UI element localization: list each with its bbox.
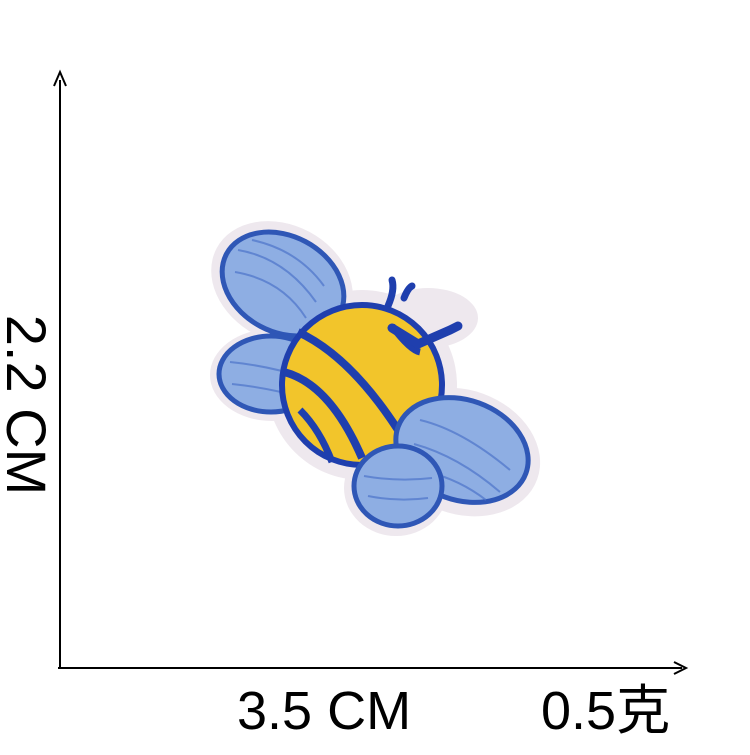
width-label: 3.5 CM	[237, 681, 412, 741]
bottom-wing	[351, 443, 445, 529]
height-axis	[53, 69, 67, 668]
antennae	[384, 276, 416, 310]
bee-patch	[210, 221, 541, 536]
upper-wing	[219, 229, 347, 339]
height-label: 2.2 CM	[0, 314, 58, 496]
weight-label: 0.5克	[541, 681, 671, 741]
width-axis	[58, 661, 689, 675]
